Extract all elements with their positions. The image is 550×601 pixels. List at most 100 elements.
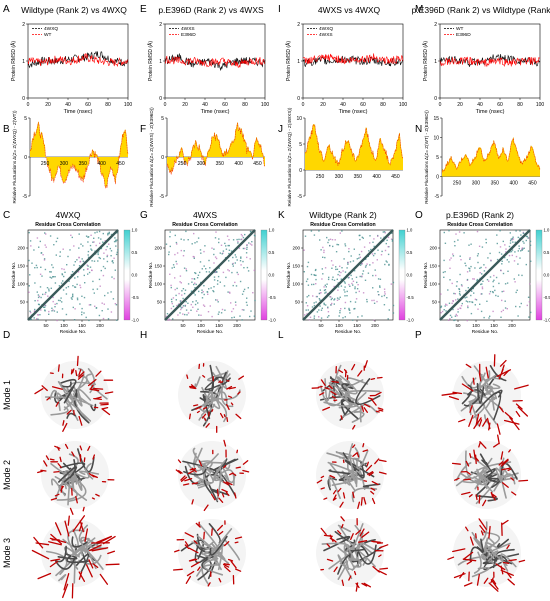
correlation-cell [348, 307, 350, 310]
mode-vector [226, 416, 229, 423]
fluctuation-area [30, 121, 128, 188]
mode-vector [63, 573, 70, 591]
mode-vector [474, 456, 479, 462]
correlation-cell [228, 291, 231, 293]
correlation-cell [453, 319, 455, 322]
correlation-cell [238, 247, 241, 249]
correlation-cell [227, 291, 229, 293]
correlation-cell [500, 253, 503, 255]
correlation-cell [178, 292, 180, 295]
correlation-cell [476, 278, 479, 281]
correlation-cell [63, 275, 65, 278]
correlation-cell [37, 314, 39, 316]
ribbon-segment [71, 536, 88, 548]
correlation-cell [57, 299, 60, 302]
correlation-cell [361, 262, 363, 265]
correlation-cell [512, 236, 514, 238]
correlation-cell [377, 278, 380, 280]
correlation-cell [63, 268, 65, 271]
correlation-cell [228, 244, 230, 247]
correlation-cell [327, 278, 330, 281]
correlation-cell [331, 267, 333, 269]
correlation-cell [492, 291, 494, 293]
correlation-cell [387, 236, 390, 239]
mode-vector [490, 579, 499, 590]
mode-vector [193, 404, 199, 407]
mode-vector [174, 549, 180, 553]
correlation-cell [324, 256, 326, 259]
correlation-cell [380, 254, 383, 256]
y-tick-label: 0 [297, 96, 300, 102]
x-tick-label: 300 [335, 174, 344, 180]
correlation-cell [352, 319, 354, 321]
x-tick-label: 100 [536, 102, 545, 108]
correlation-cell [308, 319, 311, 321]
correlation-cell [489, 315, 491, 317]
ribbon-segment [197, 465, 211, 476]
mode-vector [45, 455, 50, 461]
correlation-cell [474, 267, 476, 269]
mode-vector [365, 464, 373, 472]
correlation-cell [521, 248, 523, 250]
ribbon-segment [359, 403, 378, 423]
y-axis-label: Relative Fluctuations ∆(Z= Z(4WXQ) - Z(W… [12, 110, 17, 204]
colorbar-label: 0.0 [407, 273, 413, 278]
y-axis-label: Relative Fluctuations ∆(Z= Z(4WXS) - Z(E… [149, 107, 154, 207]
correlation-cell [304, 235, 307, 237]
correlation-cell [44, 306, 46, 308]
correlation-cell [194, 294, 196, 296]
correlation-cell [28, 231, 30, 234]
correlation-cell [513, 278, 515, 280]
correlation-cell [183, 250, 185, 252]
colorbar-label: 0.5 [269, 250, 275, 255]
mode-vector [364, 360, 368, 368]
y-tick-label: 0 [434, 96, 437, 102]
panel-title: 4WXQ [55, 210, 80, 220]
correlation-cell [215, 231, 217, 233]
x-tick-label: 40 [65, 102, 71, 108]
correlation-cell [308, 294, 310, 297]
correlation-cell [166, 313, 169, 315]
correlation-cell [374, 269, 376, 271]
mode-vector [49, 537, 67, 544]
correlation-cell [335, 268, 337, 271]
correlation-cell [54, 303, 56, 305]
correlation-cell [37, 294, 40, 296]
fluctuation-area [442, 137, 540, 177]
mode-vector [223, 566, 231, 573]
x-tick-label: 400 [509, 181, 518, 187]
correlation-cell [392, 281, 395, 284]
correlation-cell [461, 285, 463, 287]
correlation-cell [197, 308, 199, 310]
correlation-cell [41, 275, 43, 277]
correlation-cell [215, 257, 218, 260]
ribbon-segment [356, 450, 369, 470]
correlation-cell [171, 302, 173, 305]
correlation-cell [107, 292, 109, 294]
correlation-cell [339, 265, 341, 267]
ribbon-segment [77, 448, 95, 473]
correlation-cell [387, 318, 389, 320]
correlation-cell [373, 238, 375, 240]
correlation-cell [244, 247, 246, 250]
correlation-cell [222, 250, 225, 252]
correlation-cell [34, 308, 36, 311]
correlation-cell [485, 266, 487, 269]
correlation-cell [110, 250, 113, 252]
correlation-cell [38, 246, 40, 248]
correlation-cell [40, 309, 42, 311]
mode-vector [352, 452, 358, 457]
correlation-cell [93, 241, 95, 243]
correlation-cell [234, 301, 237, 303]
correlation-cell [209, 305, 211, 307]
correlation-cell [519, 257, 521, 259]
mode-vector [518, 479, 529, 482]
correlation-cell [94, 305, 96, 307]
correlation-cell [351, 282, 353, 285]
mode-vector [475, 494, 478, 501]
mode-vector [371, 497, 376, 505]
ribbon-segment [495, 467, 506, 483]
mode-vector [447, 556, 455, 560]
mode-vector [501, 458, 509, 466]
mode-vector [515, 410, 521, 418]
